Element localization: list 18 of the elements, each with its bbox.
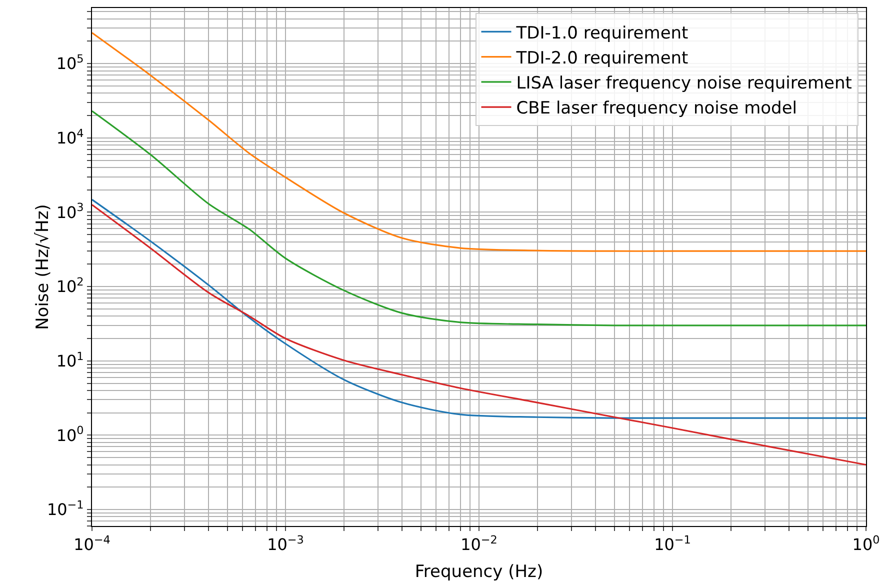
legend-label: LISA laser frequency noise requirement [516,74,852,94]
x-tick-label: 10$^{−2}$ [460,533,498,554]
y-tick-label: 10$^{−1}$ [46,498,84,520]
legend-label: TDI-2.0 requirement [515,48,689,68]
legend-label: TDI-1.0 requirement [515,23,689,44]
y-tick-label: 10$^{4}$ [56,126,84,148]
y-tick-label: 10$^{2}$ [56,275,84,296]
y-tick-label: 10$^{5}$ [56,52,84,74]
legend-label: CBE laser frequency noise model [516,98,798,119]
y-tick-label: 10$^{0}$ [56,424,84,445]
x-tick-label: 10$^{−4}$ [74,533,110,554]
x-tick-label: 10$^{−3}$ [267,533,304,554]
x-tick-label: 10$^{−1}$ [654,533,691,554]
x-axis-title: Frequency (Hz) [414,562,544,582]
y-axis-title: Noise (Hz/√Hz) [33,204,53,330]
y-tick-label: 10$^{3}$ [56,201,84,222]
y-tick-label: 10$^{1}$ [56,350,84,370]
x-tick-label: 10$^{0}$ [852,533,880,554]
